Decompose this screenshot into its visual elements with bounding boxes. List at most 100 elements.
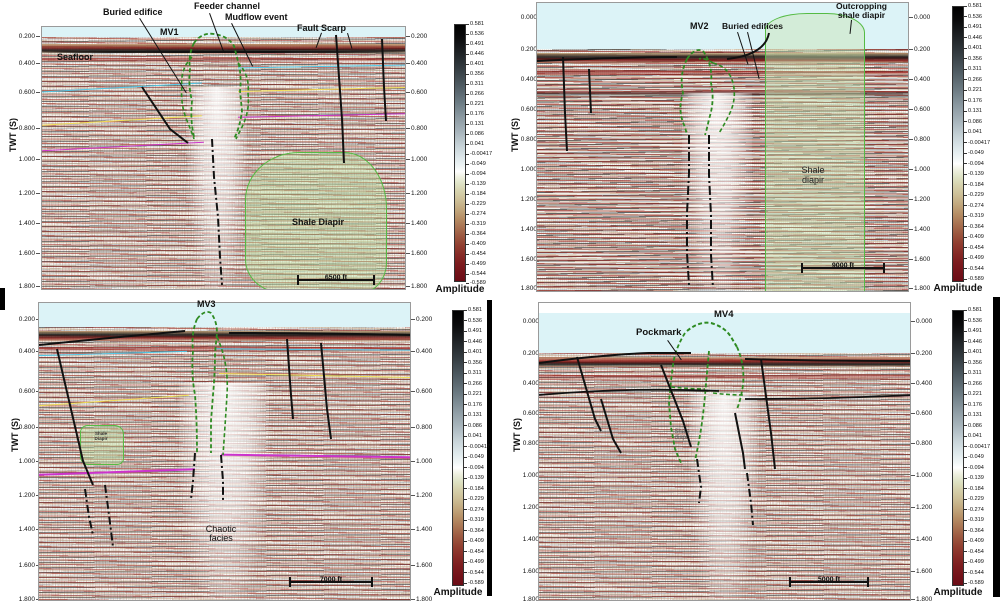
mv1-ytick-2: 0.600 — [18, 89, 35, 96]
mv3-ytick-6: 1.400 — [18, 526, 35, 533]
mv3-cb-t3: 0.446 — [468, 338, 482, 345]
mv3-cb-t12: 0.041 — [468, 433, 482, 439]
mv2-cb-t13: -0.00417 — [968, 139, 991, 146]
mv2-ytick-r4: 0.800 — [914, 136, 931, 143]
mv4-ytick-r7: 1.400 — [916, 536, 933, 543]
mv3-ytick-7: 1.600 — [18, 562, 35, 569]
mv1-cb-t10: 0.131 — [470, 121, 484, 127]
mv3-cb-t23: -0.454 — [468, 548, 484, 555]
mv2-ytick-r5: 1.000 — [914, 166, 931, 173]
mv4-ytick-7: 1.400 — [522, 536, 539, 543]
mv3-ytick-r2: 0.600 — [416, 388, 433, 395]
mv3-cb-t8: 0.221 — [468, 391, 482, 397]
mv2-ytick-0: 0.000 — [520, 14, 537, 21]
mv4-cb-t9: 0.176 — [968, 401, 982, 408]
mv3-cb-t6: 0.311 — [468, 370, 482, 376]
panel-mv2: TWT (S) 0.000 0.200 0.400 0.600 0.800 1.… — [500, 0, 1000, 300]
mv3-ytick-r3: 0.800 — [416, 424, 433, 431]
mv1-ytick-0: 0.200 — [18, 33, 35, 40]
mv1-plot-area: Shale Diapir — [41, 26, 406, 290]
mv4-cb-t3: 0.446 — [968, 338, 982, 345]
mv1-ytick-r1: 0.400 — [411, 60, 428, 67]
mv4-cb-t14: -0.049 — [968, 454, 984, 460]
mv3-cb-t20: -0.319 — [468, 517, 484, 523]
mv4-colorbar-ticks: 0.581 0.536 0.491 0.446 0.401 0.356 0.31… — [964, 307, 1000, 586]
mv4-cb-t23: -0.454 — [968, 548, 984, 555]
mv2-ytick-4: 0.800 — [520, 136, 537, 143]
mv3-cb-t9: 0.176 — [468, 401, 482, 408]
mv3-cb-t21: -0.364 — [468, 527, 484, 534]
mv4-cb-t15: -0.094 — [968, 464, 984, 471]
mv2-cb-t5: 0.356 — [968, 55, 982, 62]
mv2-ytick-9: 1.800 — [520, 285, 537, 292]
mv4-cb-t18: -0.229 — [968, 496, 984, 502]
mv1-cb-t15: -0.094 — [470, 171, 486, 177]
mv4-ytick-r6: 1.200 — [916, 504, 933, 511]
mv4-ytick-r1: 0.200 — [916, 350, 933, 357]
mv2-y-axis-right: 0.000 0.200 0.400 0.600 0.800 1.000 1.20… — [909, 0, 949, 300]
mv3-cb-t14: -0.049 — [468, 454, 484, 460]
mv1-fault-scarp-label: Fault Scarp — [297, 23, 347, 33]
mv4-cb-t2: 0.491 — [968, 328, 982, 334]
mv1-cb-t0: 0.581 — [470, 21, 484, 27]
mv3-cb-t26: -0.589 — [468, 580, 484, 586]
mv3-ytick-r8: 1.800 — [416, 596, 433, 603]
mv2-ytick-2: 0.400 — [520, 76, 537, 83]
mv2-water-column — [537, 3, 908, 55]
mv2-cb-t10: 0.131 — [968, 108, 982, 114]
mv2-cb-t21: -0.364 — [968, 223, 984, 230]
mv4-seismic-image: Shale diapir — [539, 303, 910, 600]
mv4-cb-t10: 0.131 — [968, 412, 982, 418]
mv1-cb-t24: -0.499 — [470, 261, 486, 267]
mv2-cb-t23: -0.454 — [968, 244, 984, 251]
mv2-outcropping-label: Outcropping shale diapir — [836, 1, 887, 20]
mv3-ytick-3: 0.800 — [18, 424, 35, 431]
panel-mv1: TWT (S) 0.200 0.400 0.600 0.800 1.000 1.… — [0, 0, 500, 300]
mv1-mv-label: MV1 — [160, 27, 179, 37]
panel-mv3: TWT (S) 0.200 0.400 0.600 0.800 1.000 1.… — [0, 299, 500, 606]
mv1-cb-t13: -0.00417 — [470, 151, 493, 157]
mv4-ytick-4: 0.800 — [522, 440, 539, 447]
mv2-colorbar-title: Amplitude — [933, 283, 983, 294]
mv4-cb-t13: -0.00417 — [968, 443, 991, 450]
mv2-cb-t6: 0.311 — [968, 66, 982, 72]
mv3-cb-t13: -0.00417 — [468, 443, 491, 450]
mv2-ytick-6: 1.200 — [520, 196, 537, 203]
mv4-colorbar-ramp — [952, 310, 964, 586]
mid-edge-bar — [487, 300, 492, 596]
mv3-colorbar: 0.581 0.536 0.491 0.446 0.401 0.356 0.31… — [434, 307, 491, 598]
mv3-colorbar-ticks: 0.581 0.536 0.491 0.446 0.401 0.356 0.31… — [464, 307, 504, 586]
mv1-cb-t4: 0.401 — [470, 61, 484, 67]
left-edge-bar — [0, 288, 5, 310]
mv1-seafloor-label: Seafloor — [57, 52, 94, 62]
mv1-cb-t20: -0.319 — [470, 221, 486, 227]
mv1-cb-t8: 0.221 — [470, 101, 484, 107]
mv1-ytick-r2: 0.600 — [411, 89, 428, 96]
mv4-ytick-3: 0.600 — [522, 410, 539, 417]
mv2-colorbar-ramp — [952, 6, 964, 282]
mv1-ytick-r8: 1.800 — [411, 283, 428, 290]
mv3-ytick-r7: 1.600 — [416, 562, 433, 569]
mv2-interpretation-overlay — [537, 32, 770, 289]
mv3-y-axis-right: 0.200 0.400 0.600 0.800 1.000 1.200 1.40… — [411, 300, 451, 606]
mv4-ytick-r8: 1.600 — [916, 568, 933, 575]
mv2-cb-t8: 0.221 — [968, 87, 982, 93]
mv1-cb-t11: 0.086 — [470, 131, 484, 137]
mv4-ytick-8: 1.600 — [522, 568, 539, 575]
mv1-cb-t14: -0.049 — [470, 161, 486, 167]
mv4-cb-t0: 0.581 — [968, 307, 982, 313]
mv2-ytick-r6: 1.200 — [914, 196, 931, 203]
mv3-ytick-0: 0.200 — [18, 316, 35, 323]
mv3-cb-t19: -0.274 — [468, 506, 484, 513]
mv3-ytick-r1: 0.400 — [416, 348, 433, 355]
mv4-cb-t16: -0.139 — [968, 475, 984, 481]
mv1-ytick-r5: 1.200 — [411, 190, 428, 197]
mv4-ytick-6: 1.200 — [522, 504, 539, 511]
mv3-ytick-r6: 1.400 — [416, 526, 433, 533]
mv4-plot-area: Shale diapir — [538, 302, 911, 601]
mv1-ytick-4: 1.000 — [18, 156, 35, 163]
mv1-colorbar-ticks: 0.581 0.536 0.491 0.446 0.401 0.356 0.31… — [466, 21, 506, 286]
mv4-interpretation-overlay — [539, 321, 910, 526]
mv4-y-axis-left: 0.000 0.200 0.400 0.600 0.800 1.000 1.20… — [500, 300, 544, 606]
mv2-cb-t7: 0.266 — [968, 76, 982, 83]
